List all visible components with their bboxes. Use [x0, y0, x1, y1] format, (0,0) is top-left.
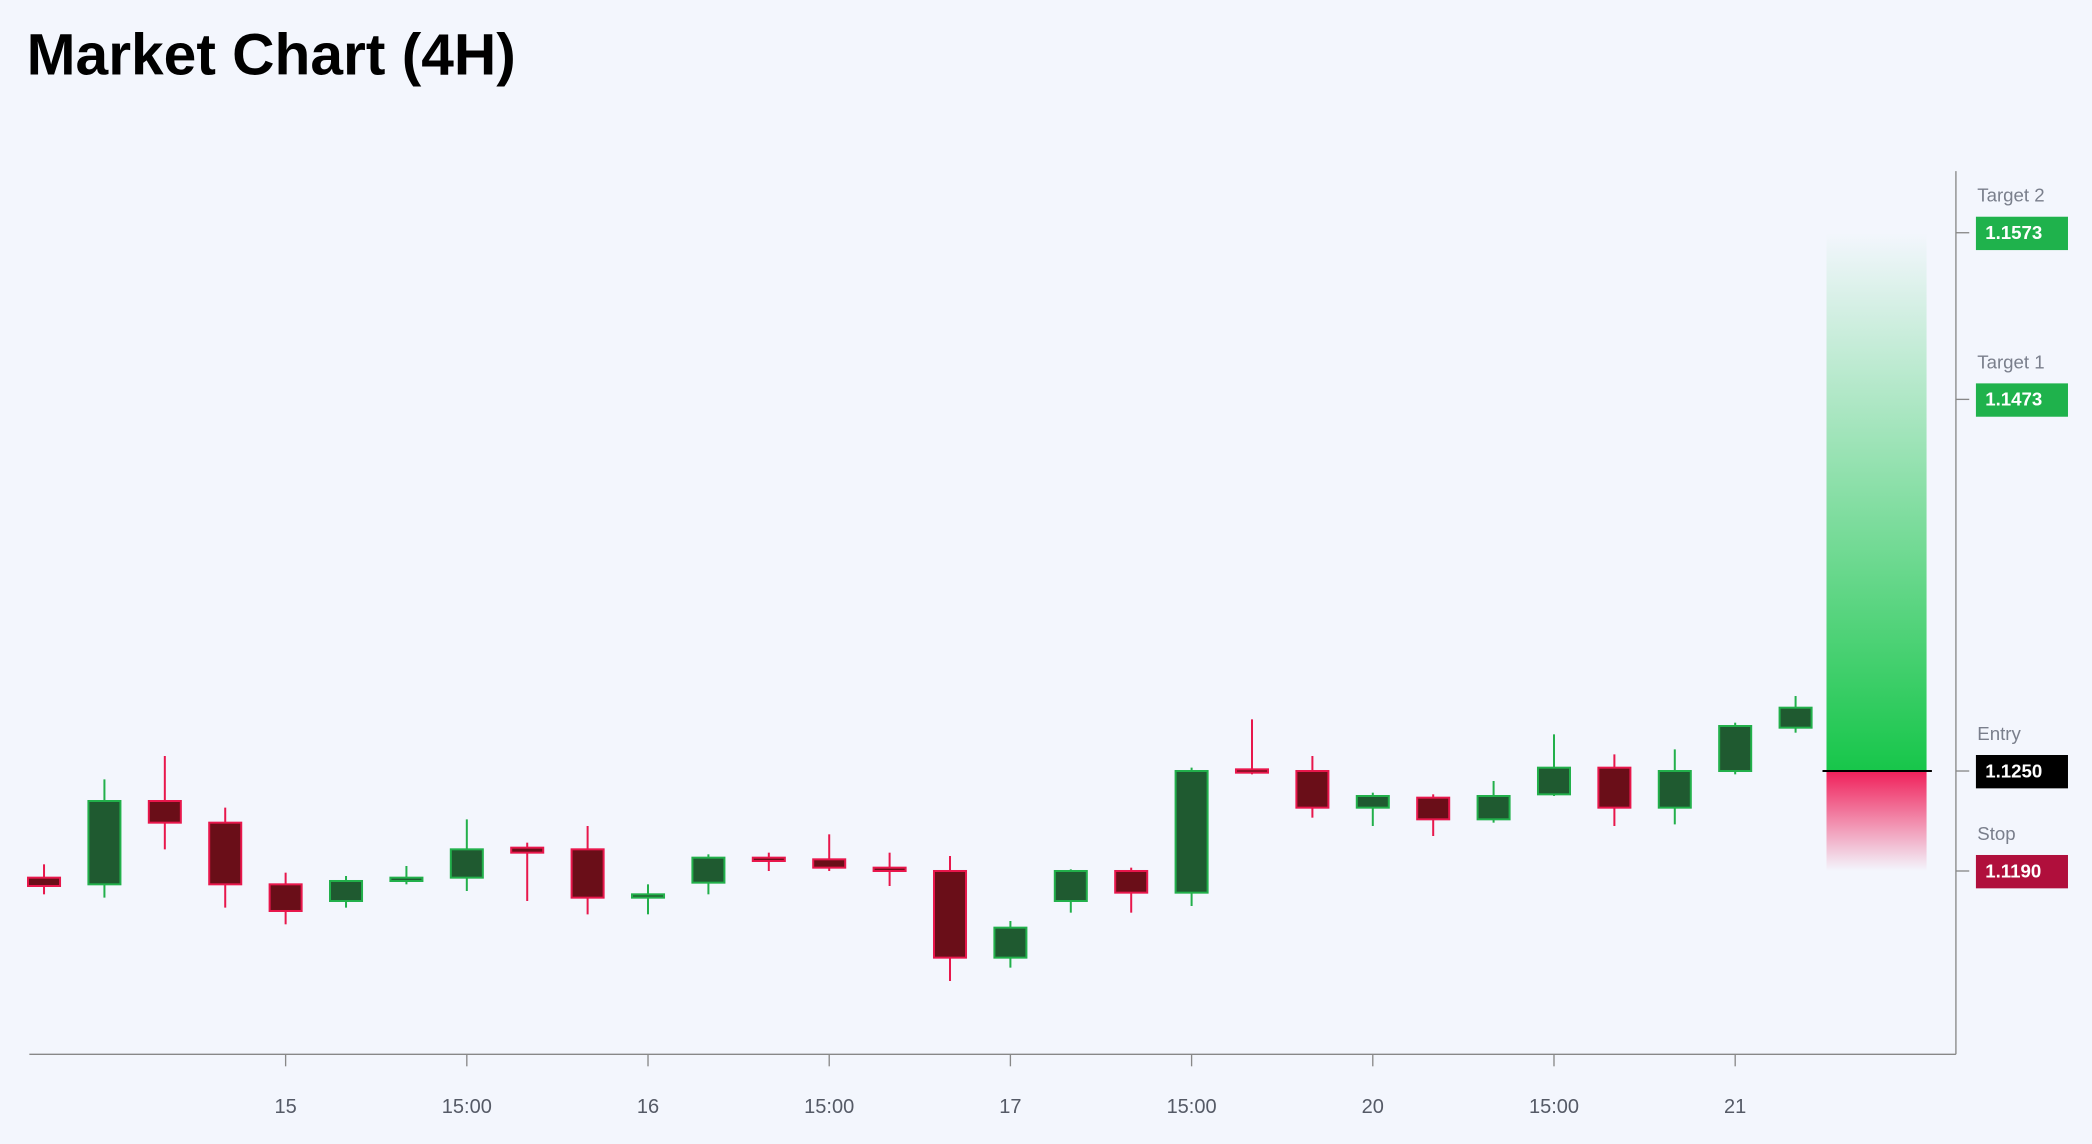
candle-body — [389, 876, 424, 882]
x-tick-label: 16 — [637, 1096, 659, 1118]
level-price-box — [1975, 754, 2068, 789]
candle-body — [1053, 869, 1088, 902]
level-price-box — [1975, 216, 2068, 251]
candle-body — [1476, 795, 1511, 821]
candle-body — [1536, 766, 1572, 796]
candle-body — [570, 848, 605, 899]
profit-zone — [1826, 232, 1927, 772]
loss-zone — [1826, 771, 1927, 871]
candle-body — [208, 821, 243, 886]
candle-body — [631, 893, 666, 899]
candle-body — [1114, 869, 1149, 894]
candle-body — [147, 800, 182, 824]
candle-body — [932, 869, 968, 959]
x-tick-label: 15:00 — [804, 1096, 854, 1118]
candle-body — [691, 856, 726, 884]
x-tick-label: 15:00 — [442, 1096, 492, 1118]
level-price-label: 1.1190 — [1985, 860, 2041, 881]
candle-body — [1778, 706, 1813, 729]
level-price-label: 1.1250 — [1985, 760, 2042, 781]
candle-body — [872, 866, 907, 872]
candle-body — [1355, 795, 1390, 809]
chart-title: Market Chart (4H) — [27, 23, 516, 88]
candle-body — [329, 879, 364, 902]
x-tick-label: 21 — [1724, 1096, 1746, 1118]
level-price-label: 1.1473 — [1985, 389, 2042, 410]
x-tick-label: 20 — [1362, 1096, 1384, 1118]
candle-body — [1295, 770, 1330, 809]
candle-body — [27, 876, 62, 887]
level-name: Target 2 — [1977, 185, 2044, 206]
level-price-box — [1975, 854, 2068, 889]
candle-body — [751, 856, 786, 862]
x-tick-label: 15 — [274, 1096, 296, 1118]
candle-body — [87, 800, 122, 886]
candle-body — [1718, 725, 1753, 773]
x-tick-label: 15:00 — [1529, 1096, 1579, 1118]
candle-body — [1416, 796, 1451, 821]
level-price-box — [1975, 383, 2068, 417]
candle-body — [1597, 766, 1632, 809]
x-tick-label: 17 — [999, 1096, 1021, 1118]
candle-body — [1174, 770, 1209, 894]
candle-body — [449, 848, 484, 879]
candle-body — [268, 883, 303, 912]
level-price-label: 1.1573 — [1985, 222, 2042, 243]
level-name: Target 1 — [1977, 351, 2044, 372]
candle-body — [993, 926, 1028, 959]
candle-body — [510, 846, 545, 854]
x-tick-label: 15:00 — [1167, 1096, 1217, 1118]
level-name: Stop — [1977, 823, 2015, 844]
candle-body — [812, 858, 847, 869]
candle-body — [1234, 768, 1270, 774]
level-name: Entry — [1977, 723, 2021, 744]
candle-body — [1657, 770, 1692, 809]
